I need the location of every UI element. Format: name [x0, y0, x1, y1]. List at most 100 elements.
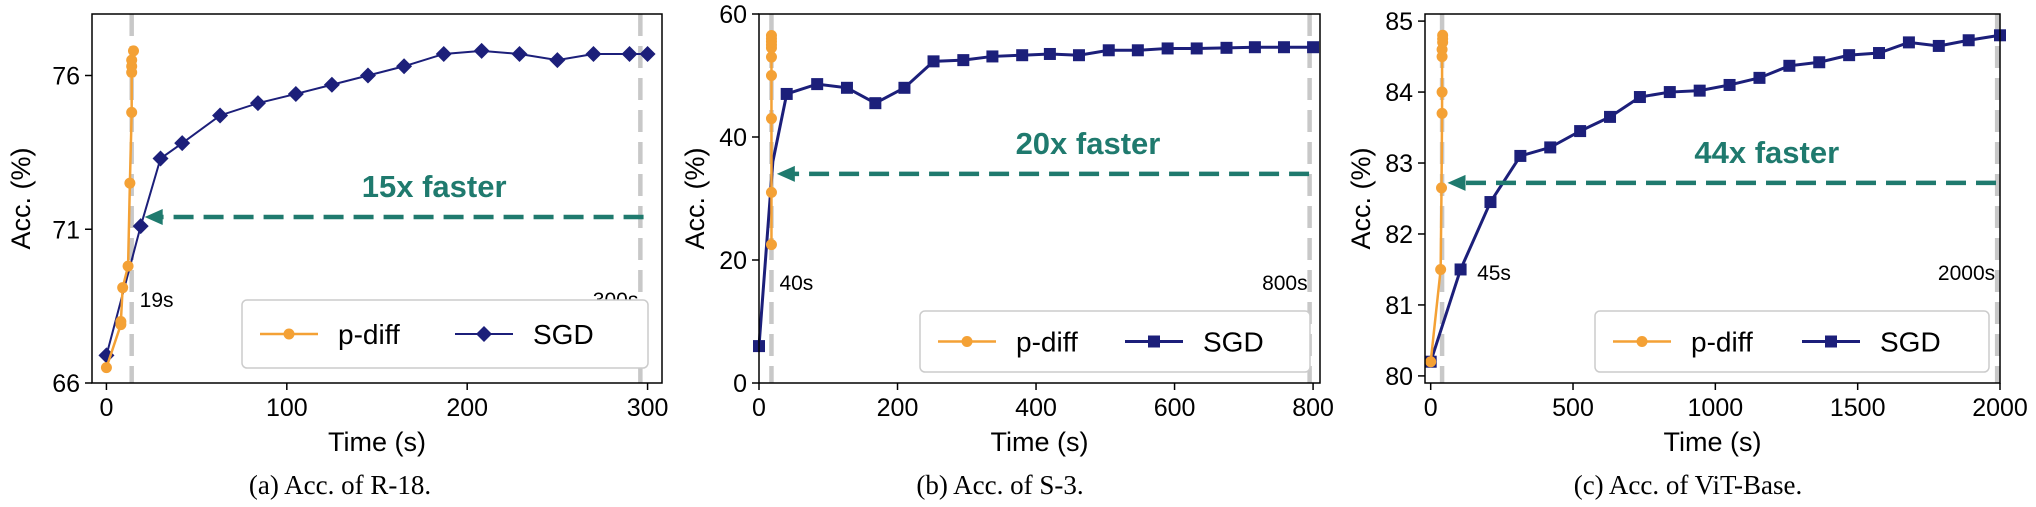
data-point-sgd [1843, 49, 1856, 62]
y-tick-label: 82 [1385, 221, 1413, 249]
time-marker-label: 800s [1262, 272, 1308, 295]
data-point-sgd [287, 85, 304, 102]
data-point-p-diff [765, 70, 777, 81]
x-tick-label: 200 [877, 394, 919, 422]
chart-panel-3: 44x faster 45s 2000s 0 500 1000 1500 2000 80 81 82… [1346, 8, 2028, 500]
data-point-sgd [869, 97, 882, 110]
legend-marker-p-diff [1636, 336, 1648, 347]
x-axis-label: Time (s) [328, 427, 426, 457]
figure-caption: (a) Acc. of R-18. [249, 470, 431, 500]
y-axis-label: Acc. (%) [1346, 147, 1376, 249]
data-point-sgd [1544, 141, 1557, 154]
y-tick-label: 76 [52, 63, 80, 91]
legend-label-sgd: SGD [1203, 327, 1264, 358]
time-marker-label: 40s [779, 272, 813, 295]
data-point-p-diff [1436, 86, 1448, 98]
data-point-sgd [639, 45, 656, 62]
data-point-p-diff [765, 51, 777, 63]
data-point-p-diff [117, 282, 129, 294]
data-point-p-diff [124, 177, 136, 189]
data-point-p-diff [127, 45, 139, 57]
data-point-sgd [1072, 49, 1085, 62]
data-point-sgd [840, 81, 853, 94]
speedup-label: 44x faster [1694, 135, 1839, 170]
data-point-sgd [811, 78, 824, 91]
x-tick-label: 300 [627, 394, 669, 422]
data-point-sgd [1307, 41, 1320, 54]
y-axis-label: Acc. (%) [680, 147, 710, 249]
y-tick-label: 60 [719, 1, 747, 29]
speedup-label: 20x faster [1016, 126, 1161, 161]
data-point-sgd [1277, 41, 1290, 54]
data-point-sgd [396, 58, 413, 75]
data-point-sgd [957, 54, 970, 67]
legend: p-diff SGD [1594, 310, 1990, 373]
data-point-sgd [927, 55, 940, 68]
data-point-p-diff [1435, 263, 1447, 275]
data-point-p-diff [1436, 107, 1448, 119]
time-marker-label: 19s [140, 289, 174, 312]
data-point-sgd [323, 76, 340, 93]
data-point-sgd [1813, 56, 1826, 69]
data-point-p-diff [126, 54, 138, 66]
data-point-sgd [1753, 71, 1766, 84]
data-point-sgd [986, 50, 999, 63]
data-point-sgd [1161, 42, 1174, 55]
x-tick-label: 0 [1424, 394, 1438, 422]
data-point-sgd [1016, 49, 1029, 62]
legend-marker-p-diff [961, 336, 973, 347]
legend-marker-sgd [1148, 335, 1160, 348]
legend-label-p-diff: p-diff [338, 319, 400, 350]
y-tick-label: 84 [1385, 79, 1413, 107]
data-point-sgd [1633, 91, 1646, 104]
data-point-sgd [585, 45, 602, 62]
data-point-sgd [549, 52, 566, 69]
legend-box [1594, 310, 1990, 373]
data-point-sgd [174, 135, 191, 152]
data-point-sgd [1873, 47, 1886, 60]
data-point-p-diff [765, 186, 777, 198]
legend-marker-sgd [1825, 335, 1837, 348]
y-tick-label: 80 [1385, 363, 1413, 391]
legend-label-sgd: SGD [533, 319, 594, 350]
data-point-sgd [1693, 84, 1706, 97]
figure-caption: (b) Acc. of S-3. [916, 470, 1083, 500]
data-point-sgd [1131, 44, 1144, 57]
speedup-label: 15x faster [362, 169, 507, 204]
data-point-p-diff [126, 106, 138, 118]
figure-caption: (c) Acc. of ViT-Base. [1574, 470, 1803, 500]
data-point-sgd [1484, 196, 1497, 209]
data-point-sgd [435, 45, 452, 62]
x-axis-label: Time (s) [1664, 427, 1762, 457]
data-point-sgd [249, 95, 266, 112]
y-tick-label: 81 [1385, 292, 1413, 320]
y-tick-label: 85 [1385, 8, 1413, 36]
data-point-sgd [511, 45, 528, 62]
data-point-sgd [359, 67, 376, 84]
legend-label-sgd: SGD [1880, 327, 1941, 358]
time-marker-label: 2000s [1938, 262, 1995, 285]
data-point-sgd [1902, 36, 1915, 49]
data-point-p-diff [1436, 182, 1448, 194]
chart-panel-1: 15x faster19s300s0100200300667176Time (s… [6, 13, 669, 500]
data-point-p-diff [122, 260, 134, 272]
speedup-arrow-head [776, 165, 795, 182]
legend-marker-sgd [476, 326, 492, 342]
x-tick-label: 1500 [1830, 394, 1886, 422]
legend-label-p-diff: p-diff [1691, 327, 1753, 358]
data-point-sgd [1220, 41, 1233, 54]
data-point-p-diff [100, 362, 112, 374]
plot-frame [91, 13, 663, 384]
legend-label-p-diff: p-diff [1016, 327, 1078, 358]
data-point-sgd [1932, 39, 1945, 52]
x-tick-label: 800 [1292, 394, 1334, 422]
data-point-p-diff [765, 30, 777, 42]
legend-box [919, 310, 1311, 373]
x-tick-label: 600 [1154, 394, 1196, 422]
data-point-sgd [1723, 78, 1736, 91]
data-point-sgd [1962, 34, 1975, 47]
legend-marker-p-diff [283, 328, 295, 340]
speedup-arrow-head [144, 208, 163, 225]
x-tick-label: 0 [99, 394, 113, 422]
